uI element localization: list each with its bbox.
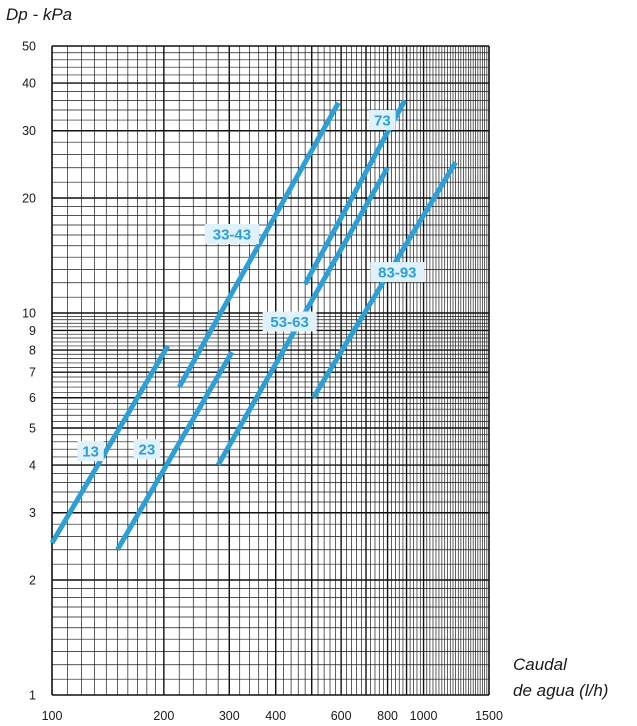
x-tick-labels: 100 200 300 400 600 800 1000 1500 [42,709,503,723]
y-tick-label: 2 [29,574,36,588]
x-tick-label: 1000 [410,709,438,723]
x-tick-label: 400 [265,709,286,723]
y-tick-label: 6 [29,391,36,405]
x-axis-title-line2: de agua (l/h) [513,681,609,700]
series-label-bg-13 [77,441,104,462]
series-label-23: 23 [139,442,156,459]
x-tick-label: 300 [219,709,240,723]
y-tick-label: 30 [22,124,36,138]
y-tick-label: 40 [22,77,36,91]
series-label-bg-33-43 [204,223,259,244]
y-tick-label: 4 [29,459,36,473]
x-tick-label: 600 [331,709,352,723]
series-line-23 [115,350,235,552]
grid-major-lines [51,45,490,696]
y-tick-label: 8 [29,344,36,358]
y-tick-label: 1 [29,689,36,703]
y-tick-label: 20 [22,192,36,206]
y-tick-label: 10 [22,307,36,321]
series-label-73: 73 [374,113,391,130]
x-tick-label: 800 [377,709,398,723]
series-line-13 [49,344,170,545]
x-tick-label: 100 [42,709,63,723]
x-tick-label: 200 [153,709,174,723]
series-label-53-63: 53-63 [270,314,308,331]
y-tick-label: 50 [22,40,36,54]
series-label-bg-53-63 [262,311,317,332]
x-tick-label: 1500 [475,709,503,723]
y-tick-label: 9 [29,324,36,338]
series-label-bg-83-93 [370,262,425,283]
series-label-bg-23 [133,439,161,460]
series-label-83-93: 83-93 [378,265,416,282]
y-tick-labels: 1 2 3 4 5 6 7 8 9 10 20 30 40 50 [22,40,36,703]
y-tick-label: 7 [29,366,36,380]
series-line-53-63 [302,99,407,286]
series-labels: 13 23 33-43 53-63 73 83-93 [77,110,425,462]
series-label-bg-73 [369,110,396,131]
x-axis-title: Caudal de agua (l/h) [513,652,608,704]
y-tick-label: 5 [29,421,36,435]
y-tick-label: 3 [29,506,36,520]
y-axis-title: Dp - kPa [6,5,73,24]
series-label-33-43: 33-43 [213,226,251,243]
series-line-33-43 [177,101,341,389]
series-label-13: 13 [82,444,99,461]
x-axis-title-line1: Caudal [513,655,567,674]
